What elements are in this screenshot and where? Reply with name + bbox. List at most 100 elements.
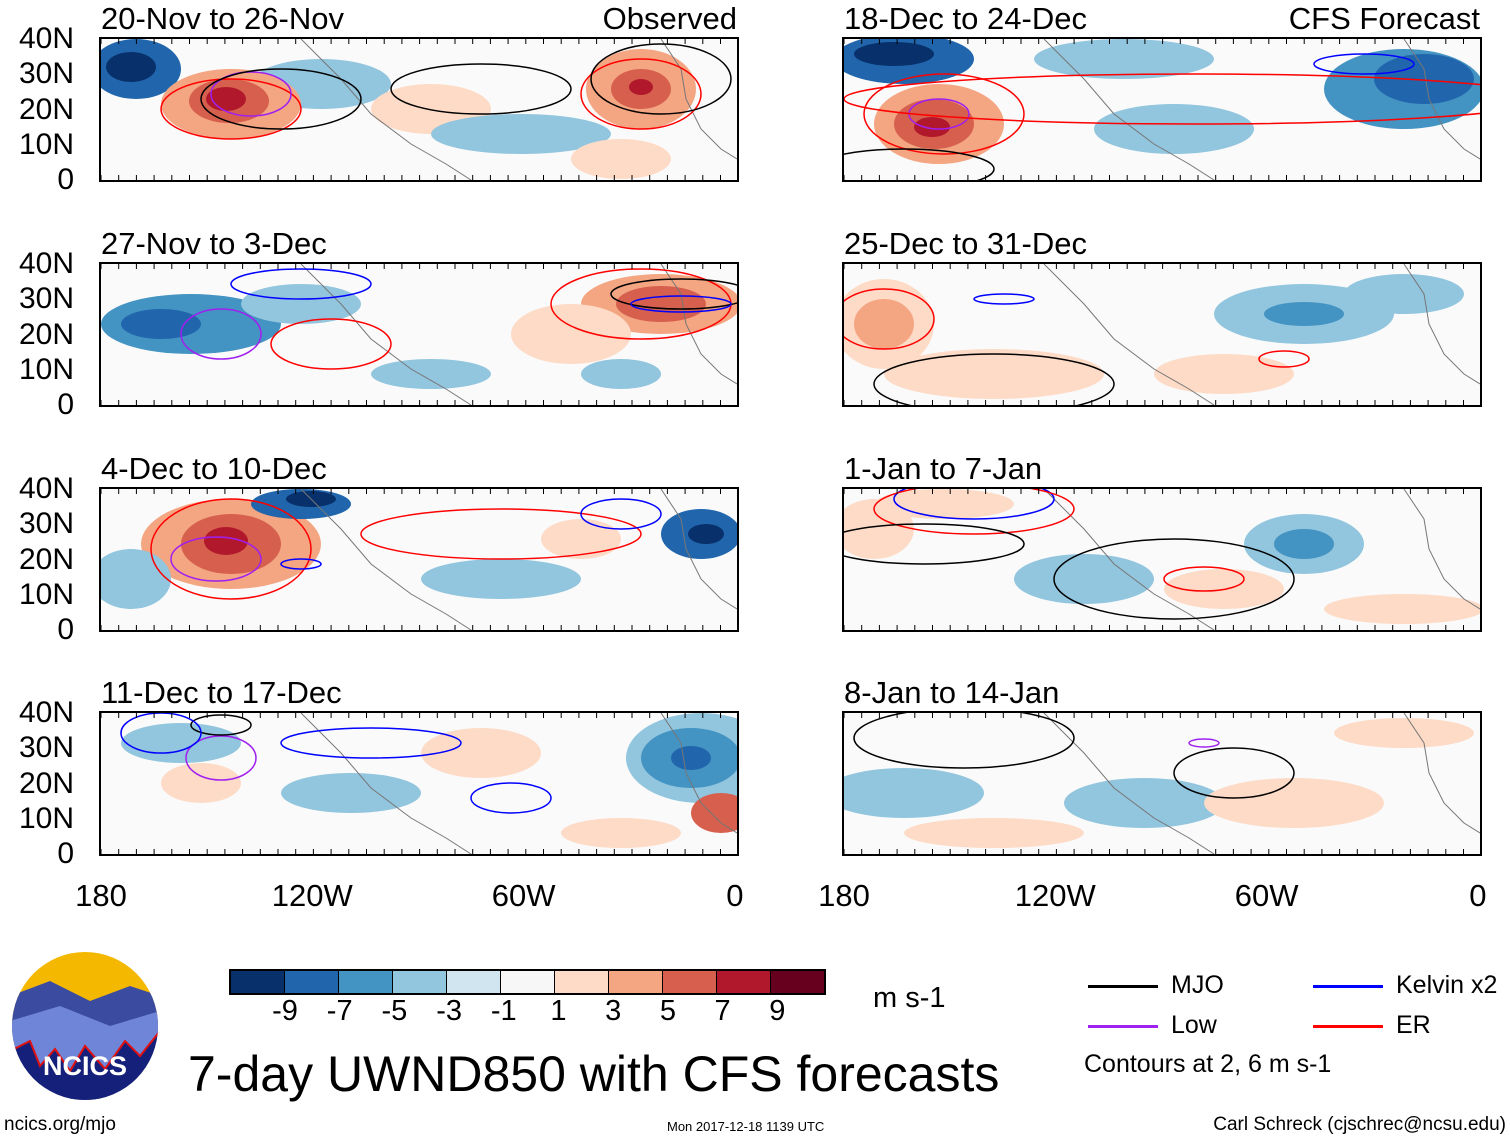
- contour-line: [180, 308, 262, 360]
- coastline: [660, 39, 737, 160]
- y-tick-label: 10N: [18, 577, 74, 611]
- contour-line: [120, 713, 202, 754]
- legend-label: Kelvin x2: [1396, 971, 1498, 999]
- contour-line: [1053, 538, 1295, 620]
- coastline: [1403, 489, 1480, 610]
- panel-title: 11-Dec to 17-Dec: [101, 675, 342, 710]
- colorbar-swatch: [285, 971, 339, 993]
- legend-line: [1313, 985, 1383, 988]
- anomaly-shading: [874, 489, 1014, 519]
- anomaly-shading: [281, 773, 421, 813]
- anomaly-shading: [1204, 778, 1384, 828]
- anomaly-shading: [121, 309, 201, 339]
- panel-title: 25-Dec to 31-Dec: [844, 226, 1087, 261]
- legend-line: [1088, 985, 1158, 988]
- anomaly-shading: [844, 768, 984, 818]
- panel-title: 20-Nov to 26-Nov: [101, 1, 344, 36]
- x-tick-label: 120W: [1014, 878, 1096, 913]
- anomaly-shading: [1154, 354, 1294, 394]
- contour-line: [853, 713, 1075, 769]
- legend-line: [1088, 1025, 1158, 1028]
- main-title: 7-day UWND850 with CFS forecasts: [188, 1046, 1000, 1102]
- coastline: [300, 713, 472, 854]
- contour-line: [200, 68, 362, 130]
- y-tick-label: 40N: [18, 696, 74, 729]
- y-tick-label: 30N: [18, 282, 74, 316]
- map-panel: [99, 711, 739, 856]
- colorbar-swatch: [555, 971, 609, 993]
- anomaly-shading: [884, 349, 1104, 399]
- map-panel: [842, 262, 1482, 407]
- colorbar-swatch: [447, 971, 501, 993]
- contour-line: [1163, 566, 1245, 592]
- colorbar-swatch: [231, 971, 285, 993]
- colorbar-swatch: [771, 971, 824, 993]
- contour-line: [280, 727, 462, 759]
- coastline: [660, 713, 737, 834]
- colorbar-label: -3: [436, 995, 462, 1027]
- anomaly-shading: [854, 42, 934, 66]
- coastline: [1043, 264, 1215, 405]
- contour-line: [270, 318, 392, 370]
- anomaly-shading: [904, 818, 1084, 848]
- anomaly-shading: [688, 524, 724, 544]
- anomaly-shading: [1274, 529, 1334, 559]
- map-panel: [842, 711, 1482, 856]
- x-tick-label: 180: [818, 878, 870, 913]
- contour-line: [390, 63, 572, 115]
- contour-line: [160, 78, 302, 140]
- colorbar-swatch: [663, 971, 717, 993]
- x-tick-label: 0: [1469, 878, 1487, 913]
- anomaly-shading: [121, 723, 241, 763]
- coastline: [660, 264, 737, 385]
- y-tick-label: 30N: [18, 731, 74, 765]
- anomaly-shading: [511, 304, 631, 364]
- y-tick-label: 0: [57, 613, 74, 646]
- anomaly-shading: [241, 284, 361, 324]
- contour-line: [170, 536, 262, 582]
- y-tick-label: 10N: [18, 352, 74, 386]
- y-tick-label: 10N: [18, 801, 74, 835]
- footer-url[interactable]: ncics.org/mjo: [4, 1114, 116, 1135]
- legend-label: Low: [1171, 1011, 1217, 1039]
- coastline: [1403, 713, 1480, 834]
- panel-title: 4-Dec to 10-Dec: [101, 451, 327, 486]
- contour-line: [1188, 738, 1220, 748]
- coastline: [1043, 713, 1215, 854]
- panel-source-label: CFS Forecast: [1288, 1, 1480, 36]
- footer-timestamp: Mon 2017-12-18 1139 UTC: [667, 1119, 825, 1134]
- anomaly-shading: [1094, 104, 1254, 154]
- anomaly-shading: [1014, 554, 1154, 604]
- anomaly-shading: [629, 79, 653, 95]
- y-tick-label: 30N: [18, 57, 74, 91]
- anomaly-shading: [421, 559, 581, 599]
- anomaly-shading: [1324, 594, 1480, 624]
- y-tick-label: 40N: [18, 247, 74, 280]
- contour-line: [580, 58, 702, 130]
- anomaly-shading: [1264, 302, 1344, 326]
- colorbar-units: m s-1: [873, 982, 946, 1014]
- contour-line: [150, 498, 312, 600]
- coastline: [1403, 264, 1480, 385]
- anomaly-shading: [691, 793, 737, 833]
- ncics-logo: NCICS: [12, 952, 158, 1100]
- contour-line: [844, 148, 995, 180]
- contour-line: [360, 508, 642, 560]
- anomaly-shading: [101, 549, 171, 609]
- anomaly-shading: [106, 52, 156, 82]
- x-tick-label: 180: [75, 878, 127, 913]
- legend-label: ER: [1396, 1011, 1431, 1039]
- panel-title: 1-Jan to 7-Jan: [844, 451, 1043, 486]
- anomaly-shading: [1034, 39, 1214, 79]
- panel-title: 18-Dec to 24-Dec: [844, 1, 1087, 36]
- panel-title: 8-Jan to 14-Jan: [844, 675, 1060, 710]
- colorbar-swatch: [501, 971, 555, 993]
- colorbar-label: -1: [490, 995, 517, 1027]
- y-tick-label: 0: [57, 163, 74, 196]
- colorbar-label: 9: [769, 995, 786, 1027]
- contour-line: [1313, 53, 1415, 75]
- map-panel: [842, 487, 1482, 632]
- x-tick-label: 120W: [271, 878, 353, 913]
- colorbar-swatch: [393, 971, 447, 993]
- y-tick-label: 20N: [18, 542, 74, 576]
